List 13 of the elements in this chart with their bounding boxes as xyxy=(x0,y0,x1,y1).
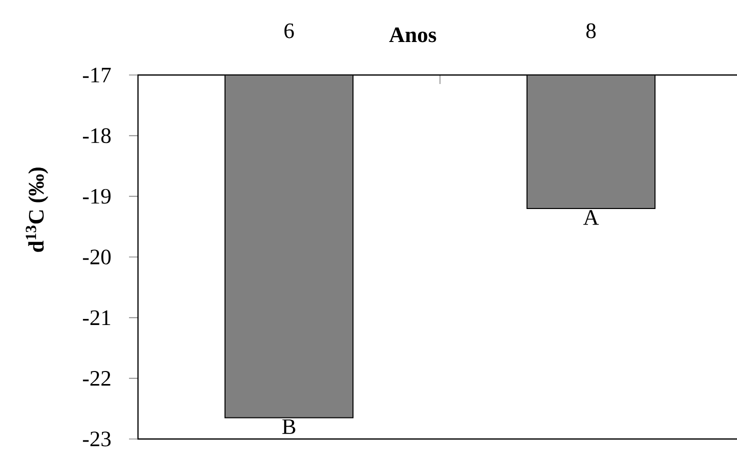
y-tick-label: -22 xyxy=(82,371,110,386)
x-tick-label: 6 xyxy=(284,23,294,38)
y-tick-label: -20 xyxy=(82,250,111,264)
y-tick-label: -18 xyxy=(82,128,111,144)
x-tick-label: 8 xyxy=(586,23,596,38)
y-axis-title: d$^{13}$C (‰) xyxy=(26,168,48,252)
y-tick-label: -23 xyxy=(82,432,111,446)
annotation: B xyxy=(282,419,296,434)
y-tick-label: -17 xyxy=(82,68,111,82)
x-axis-title: Anos xyxy=(389,27,436,42)
y-tick-label: -21 xyxy=(82,310,110,325)
y-tick-label: -19 xyxy=(82,188,111,204)
annotation: A xyxy=(583,210,599,225)
